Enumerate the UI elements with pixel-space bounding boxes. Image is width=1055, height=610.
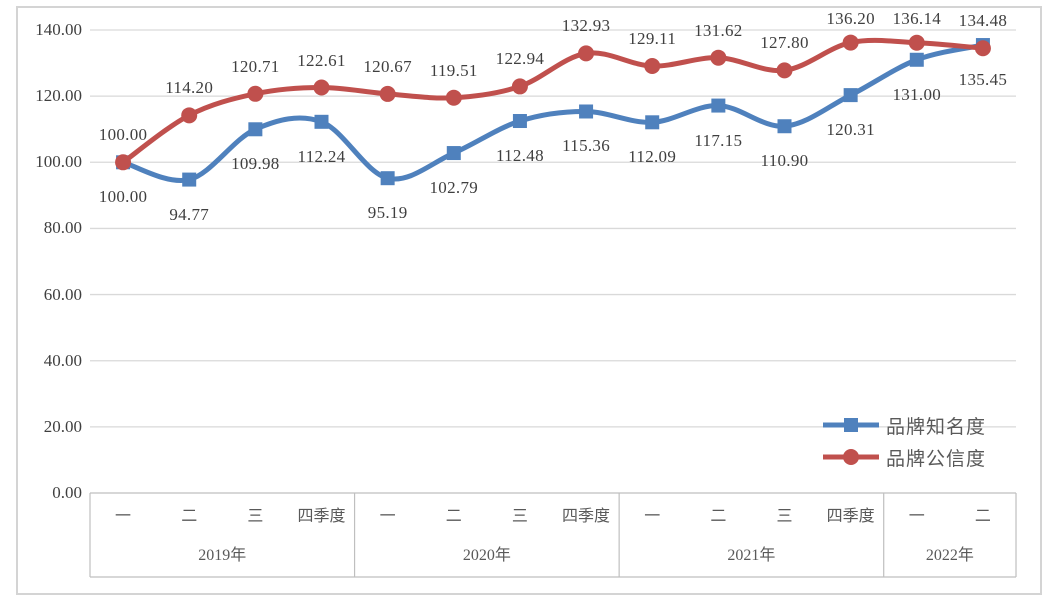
data-label: 131.62 (694, 20, 743, 40)
x-axis-year-label: 2021年 (727, 547, 776, 564)
data-point-marker-square[interactable] (711, 98, 726, 113)
data-label: 135.45 (958, 70, 1008, 90)
x-axis-quarter-label: 一 (379, 508, 396, 525)
data-point-marker-circle[interactable] (578, 45, 595, 62)
data-point-marker-square[interactable] (446, 146, 461, 161)
data-label: 117.15 (694, 130, 743, 150)
data-label: 100.00 (98, 125, 148, 145)
data-label: 100.00 (98, 187, 148, 207)
y-axis-tick-label: 20.00 (43, 416, 82, 436)
y-axis-tick-label: 100.00 (35, 152, 82, 172)
data-point-marker-circle[interactable] (974, 40, 991, 57)
x-axis-quarter-label: 二 (710, 508, 727, 525)
x-axis-year-label: 2019年 (198, 547, 247, 564)
y-axis-tick-label: 120.00 (35, 86, 82, 106)
x-axis-quarter-label: 三 (247, 508, 264, 525)
x-axis-quarter-label: 二 (974, 508, 991, 525)
x-axis-quarter-label: 四季度 (562, 508, 611, 525)
data-point-marker-circle[interactable] (776, 62, 793, 79)
data-point-marker-circle[interactable] (908, 34, 925, 51)
data-point-marker-square[interactable] (380, 171, 395, 186)
data-point-marker-circle[interactable] (247, 85, 264, 102)
data-point-marker-square[interactable] (909, 52, 924, 67)
data-label: 132.93 (561, 16, 611, 36)
y-axis-tick-label: 60.00 (43, 284, 82, 304)
data-point-marker-circle[interactable] (710, 49, 727, 66)
data-label: 120.71 (231, 56, 280, 76)
data-point-marker-circle[interactable] (644, 58, 661, 75)
x-axis-quarter-label: 二 (445, 508, 462, 525)
y-axis-tick-label: 140.00 (35, 20, 82, 39)
data-label: 134.48 (958, 11, 1008, 31)
legend-item-brand-awareness[interactable]: 品牌知名度 (822, 409, 986, 441)
legend-item-brand-credibility[interactable]: 品牌公信度 (822, 441, 986, 473)
data-label: 110.90 (760, 151, 809, 171)
data-label: 112.09 (628, 147, 677, 167)
x-axis-year-label: 2020年 (462, 547, 511, 564)
data-label: 136.20 (826, 9, 875, 28)
y-axis-tick-label: 0.00 (52, 483, 82, 502)
data-point-marker-square[interactable] (645, 115, 660, 130)
data-label: 102.79 (429, 178, 479, 198)
data-label: 120.31 (826, 120, 875, 140)
data-point-marker-square[interactable] (579, 104, 594, 119)
data-point-marker-circle[interactable] (379, 85, 396, 102)
data-point-marker-circle[interactable] (181, 107, 198, 124)
x-axis-quarter-label: 一 (908, 508, 925, 525)
legend-label-brand-awareness: 品牌知名度 (886, 416, 987, 438)
data-point-marker-circle[interactable] (511, 78, 528, 95)
data-label: 115.36 (562, 136, 611, 156)
data-label: 119.51 (429, 60, 478, 80)
data-label: 94.77 (169, 204, 210, 224)
x-axis-quarter-label: 四季度 (297, 508, 346, 525)
data-label: 122.61 (297, 50, 346, 70)
data-label: 131.00 (892, 84, 942, 104)
x-axis-quarter-label: 二 (181, 508, 198, 525)
data-point-marker-circle[interactable] (445, 89, 462, 106)
red-line-circle-icon (823, 449, 879, 465)
x-axis-year-label: 2022年 (925, 547, 974, 564)
data-label: 127.80 (760, 33, 809, 53)
data-point-marker-square[interactable] (248, 122, 263, 137)
legend-label-brand-credibility: 品牌公信度 (886, 448, 987, 470)
data-label: 95.19 (367, 203, 408, 223)
data-point-marker-square[interactable] (314, 114, 329, 129)
data-label: 114.20 (165, 78, 214, 98)
data-point-marker-square[interactable] (182, 172, 197, 187)
x-axis-quarter-label: 三 (511, 508, 528, 525)
data-label: 112.48 (495, 146, 544, 165)
data-point-marker-circle[interactable] (313, 79, 330, 96)
y-axis-tick-label: 40.00 (43, 350, 82, 370)
chart-frame (16, 6, 1042, 595)
data-point-marker-square[interactable] (512, 114, 527, 129)
blue-line-square-icon (823, 418, 879, 432)
data-point-marker-circle[interactable] (115, 154, 132, 171)
data-point-marker-circle[interactable] (842, 34, 859, 51)
data-label: 112.24 (297, 146, 346, 166)
legend: 品牌知名度 品牌公信度 (822, 409, 986, 473)
data-point-marker-square[interactable] (843, 88, 858, 103)
x-axis-quarter-label: 一 (115, 508, 132, 525)
x-axis-quarter-label: 四季度 (826, 508, 875, 525)
data-label: 122.94 (495, 49, 545, 69)
data-label: 109.98 (231, 154, 280, 174)
data-label: 129.11 (628, 29, 677, 48)
x-axis-quarter-label: 三 (776, 508, 793, 525)
y-axis-tick-label: 80.00 (43, 218, 82, 238)
data-label: 120.67 (363, 56, 412, 76)
x-axis-quarter-label: 一 (644, 508, 661, 525)
data-point-marker-square[interactable] (777, 119, 792, 134)
data-label: 136.14 (892, 9, 942, 28)
